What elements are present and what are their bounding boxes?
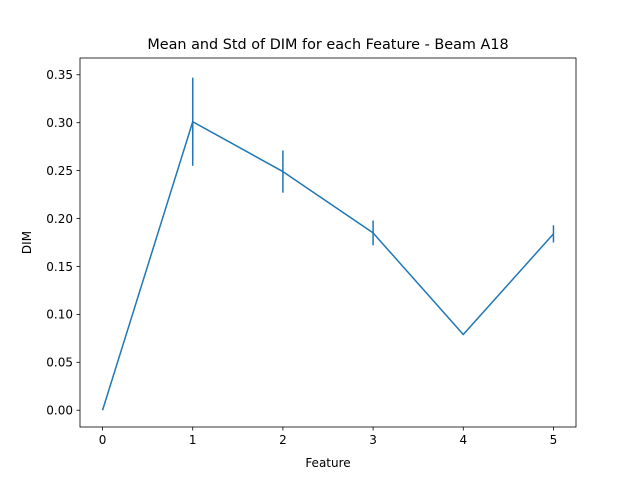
x-tick-label: 2	[279, 433, 287, 447]
y-tick-label: 0.25	[46, 164, 73, 178]
y-tick-label: 0.10	[46, 308, 73, 322]
x-axis: 0 1 2 3 4 5	[99, 427, 558, 447]
x-tick-label: 3	[369, 433, 377, 447]
y-tick-label: 0.35	[46, 68, 73, 82]
x-tick-label: 1	[189, 433, 197, 447]
axes-frame	[79, 57, 577, 428]
chart-title: Mean and Std of DIM for each Feature - B…	[147, 37, 508, 53]
y-tick-label: 0.05	[46, 356, 73, 370]
x-tick-label: 5	[550, 433, 558, 447]
x-axis-label: Feature	[305, 456, 350, 470]
y-tick-label: 0.15	[46, 260, 73, 274]
plot-area	[101, 77, 555, 411]
y-tick-label: 0.30	[46, 116, 73, 130]
x-tick-label: 4	[459, 433, 467, 447]
y-tick-label: 0.20	[46, 212, 73, 226]
y-axis-label: DIM	[20, 231, 34, 254]
series-line	[101, 120, 555, 411]
y-tick-label: 0.00	[46, 404, 73, 418]
y-axis: 0.00 0.05 0.10 0.15 0.20 0.25 0.30 0.35	[46, 68, 80, 418]
x-tick-label: 0	[99, 433, 107, 447]
